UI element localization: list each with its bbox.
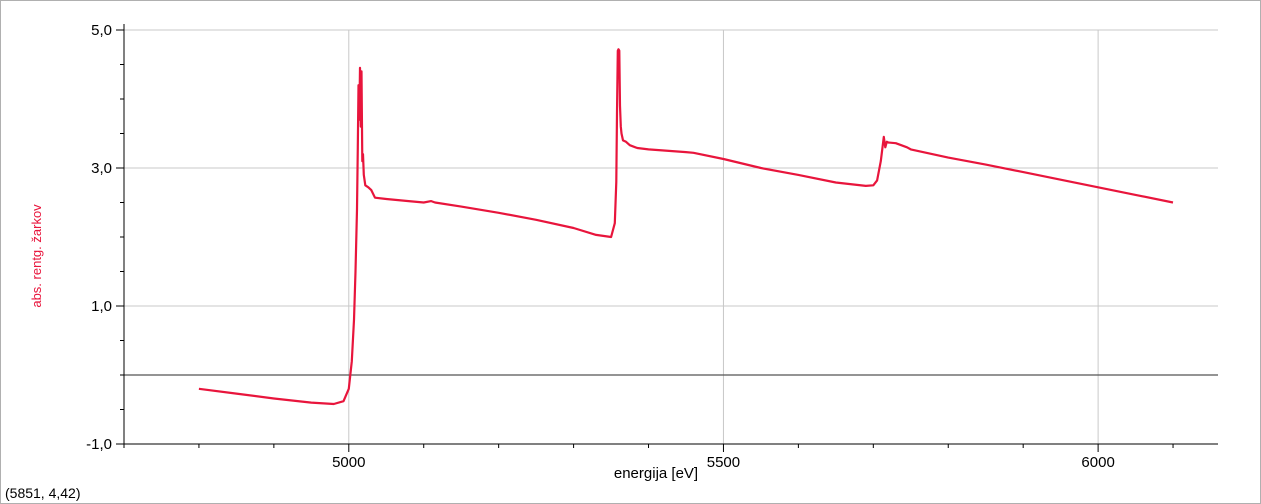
x-axis-title: energija [eV] [614,465,698,482]
cursor-coordinate-readout: (5851, 4,42) [5,485,81,501]
x-tick-label: 6000 [1081,454,1114,471]
series-line [198,48,1174,406]
ticks [116,29,1174,452]
y-tick-label: 1,0 [91,298,112,315]
x-tick-label: 5500 [707,454,740,471]
series-layer [198,48,1174,406]
y-tick-label: 3,0 [91,160,112,177]
tick-labels: -1,0 1,0 3,0 5,0 5000 5500 6000 [86,22,1115,471]
y-tick-label: -1,0 [86,436,112,453]
x-tick-label: 5000 [332,454,365,471]
grid [124,29,1218,445]
y-tick-label: 5,0 [91,22,112,39]
axes [123,24,1218,445]
y-axis-title: abs. rentg. žarkov [29,204,44,308]
